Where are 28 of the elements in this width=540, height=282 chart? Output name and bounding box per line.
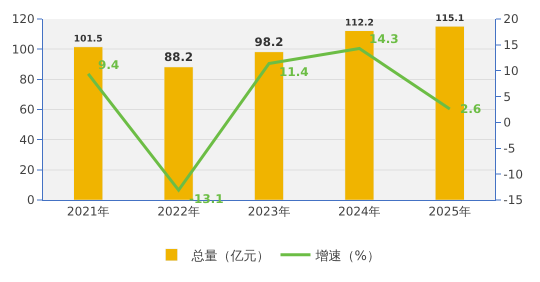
x-tick-label: 2021年 xyxy=(66,204,110,218)
y2-tick-label: 0 xyxy=(503,116,512,130)
y2-tick-label: -5 xyxy=(503,141,516,156)
y2-tick-label: 15 xyxy=(503,38,519,52)
x-tick-label: 2023年 xyxy=(248,204,290,218)
legend-label: 总量（亿元） xyxy=(190,248,270,264)
y-tick-label: 120 xyxy=(12,12,35,26)
y2-tick-label: 5 xyxy=(503,90,512,104)
legend-label: 增速（%） xyxy=(314,248,380,264)
data-label: 101.5 xyxy=(74,34,103,45)
x-tick-label: 2025年 xyxy=(428,204,472,218)
x-tick-label: 2024年 xyxy=(338,204,381,218)
y-tick-label: 100 xyxy=(12,42,35,56)
y2-tick-label: -15 xyxy=(503,193,524,208)
data-label: 112.2 xyxy=(344,18,374,28)
y-tick-label: 80 xyxy=(19,72,35,87)
y-tick-label: 20 xyxy=(19,163,35,178)
x-tick-label: 2022年 xyxy=(157,204,200,218)
y2-tick-label: -10 xyxy=(503,167,524,182)
data-label: 98.2 xyxy=(254,34,284,49)
data-label: 115.1 xyxy=(435,14,464,24)
line-series xyxy=(86,46,452,192)
y-tick-label: 0 xyxy=(26,193,35,208)
data-label: 88.2 xyxy=(164,50,194,64)
y-tick-label: 40 xyxy=(19,132,35,147)
y-tick-label: 60 xyxy=(19,102,35,117)
y2-tick-label: 20 xyxy=(503,12,519,26)
y2-tick-label: 10 xyxy=(503,64,519,78)
